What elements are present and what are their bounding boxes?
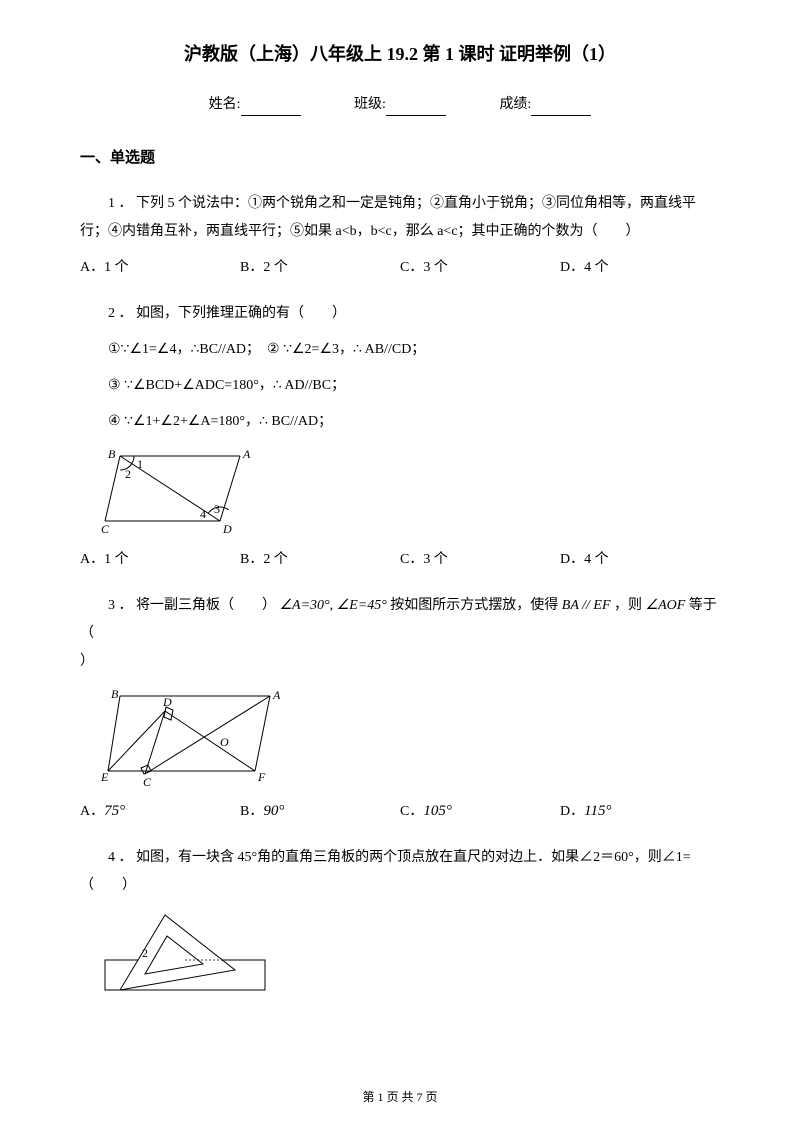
svg-text:E: E xyxy=(100,770,109,784)
svg-text:B: B xyxy=(108,447,116,461)
q1-opt-a[interactable]: A．1 个 xyxy=(80,254,240,282)
q2-line2: ③ ∵∠BCD+∠ADC=180°，∴ AD//BC； xyxy=(80,372,720,400)
question-3: 3 ． 将一副三角板（ ） ∠A=30°, ∠E=45° 按如图所示方式摆放，使… xyxy=(80,592,720,826)
svg-text:B: B xyxy=(111,687,119,701)
svg-text:3: 3 xyxy=(214,502,220,516)
q3-opt-d[interactable]: D．115° xyxy=(560,796,720,826)
q3-num: 3 ． xyxy=(108,598,133,613)
class-label: 班级: xyxy=(354,97,386,112)
svg-text:F: F xyxy=(257,770,266,784)
q1-opt-b[interactable]: B．2 个 xyxy=(240,254,400,282)
q3-text-b: ∠A=30°, ∠E=45° xyxy=(280,598,387,613)
q1-opt-d[interactable]: D．4 个 xyxy=(560,254,720,282)
svg-text:C: C xyxy=(101,522,110,536)
svg-text:4: 4 xyxy=(200,507,206,521)
q2-line3: ④ ∵∠1+∠2+∠A=180°，∴ BC//AD； xyxy=(80,408,720,436)
question-4: 4 ． 如图，有一块含 45°角的直角三角板的两个顶点放在直尺的对边上．如果∠2… xyxy=(80,844,720,1000)
svg-text:2: 2 xyxy=(142,946,148,960)
page-footer: 第 1 页 共 7 页 xyxy=(0,1088,800,1107)
section-header: 一、单选题 xyxy=(80,146,720,170)
score-label: 成绩: xyxy=(499,97,531,112)
q3-text-f: ∠AOF xyxy=(646,598,686,613)
class-blank[interactable] xyxy=(386,102,446,116)
question-1: 1 ． 下列 5 个说法中：①两个锐角之和一定是钝角；②直角小于锐角；③同位角相… xyxy=(80,190,720,282)
info-line: 姓名: 班级: 成绩: xyxy=(80,94,720,116)
q2-opt-c[interactable]: C．3 个 xyxy=(400,546,560,574)
q4-text: 如图，有一块含 45°角的直角三角板的两个顶点放在直尺的对边上．如果∠2＝60°… xyxy=(80,850,691,893)
q3-text-d: BA // EF xyxy=(562,598,611,613)
svg-text:O: O xyxy=(220,735,229,749)
q2-num: 2 ． xyxy=(108,306,133,321)
q3-text-h: ） xyxy=(80,648,720,676)
svg-text:C: C xyxy=(143,775,152,786)
q2-text: 如图，下列推理正确的有（ ） xyxy=(136,306,346,321)
svg-text:D: D xyxy=(162,695,172,709)
svg-text:A: A xyxy=(272,688,281,702)
q1-opt-c[interactable]: C．3 个 xyxy=(400,254,560,282)
q3-text-c: 按如图所示方式摆放，使得 xyxy=(390,598,558,613)
score-blank[interactable] xyxy=(531,102,591,116)
q3-diagram: B A E C F D O xyxy=(100,686,720,786)
q2-opt-d[interactable]: D．4 个 xyxy=(560,546,720,574)
page-title: 沪教版（上海）八年级上 19.2 第 1 课时 证明举例（1） xyxy=(80,40,720,69)
q2-opt-b[interactable]: B．2 个 xyxy=(240,546,400,574)
svg-text:D: D xyxy=(222,522,232,536)
q3-text-e: ，则 xyxy=(614,598,642,613)
q2-line1: ①∵∠1=∠4，∴BC//AD； ② ∵∠2=∠3，∴ AB//CD； xyxy=(80,336,720,364)
q3-text-a: 将一副三角板（ ） xyxy=(136,598,276,613)
q3-opt-b[interactable]: B．90° xyxy=(240,796,400,826)
q3-opt-a[interactable]: A．75° xyxy=(80,796,240,826)
name-blank[interactable] xyxy=(241,102,301,116)
name-label: 姓名: xyxy=(209,97,241,112)
q2-opt-a[interactable]: A．1 个 xyxy=(80,546,240,574)
q2-diagram: B A C D 12 34 xyxy=(100,446,720,536)
q1-text: 下列 5 个说法中：①两个锐角之和一定是钝角；②直角小于锐角；③同位角相等，两直… xyxy=(80,196,696,239)
q1-num: 1 ． xyxy=(108,196,133,211)
q3-opt-c[interactable]: C．105° xyxy=(400,796,560,826)
svg-text:1: 1 xyxy=(137,457,143,471)
svg-text:2: 2 xyxy=(125,467,131,481)
q4-diagram: 2 xyxy=(100,910,720,1000)
q4-num: 4 ． xyxy=(108,850,133,865)
question-2: 2 ． 如图，下列推理正确的有（ ） ①∵∠1=∠4，∴BC//AD； ② ∵∠… xyxy=(80,300,720,574)
svg-text:A: A xyxy=(242,447,251,461)
